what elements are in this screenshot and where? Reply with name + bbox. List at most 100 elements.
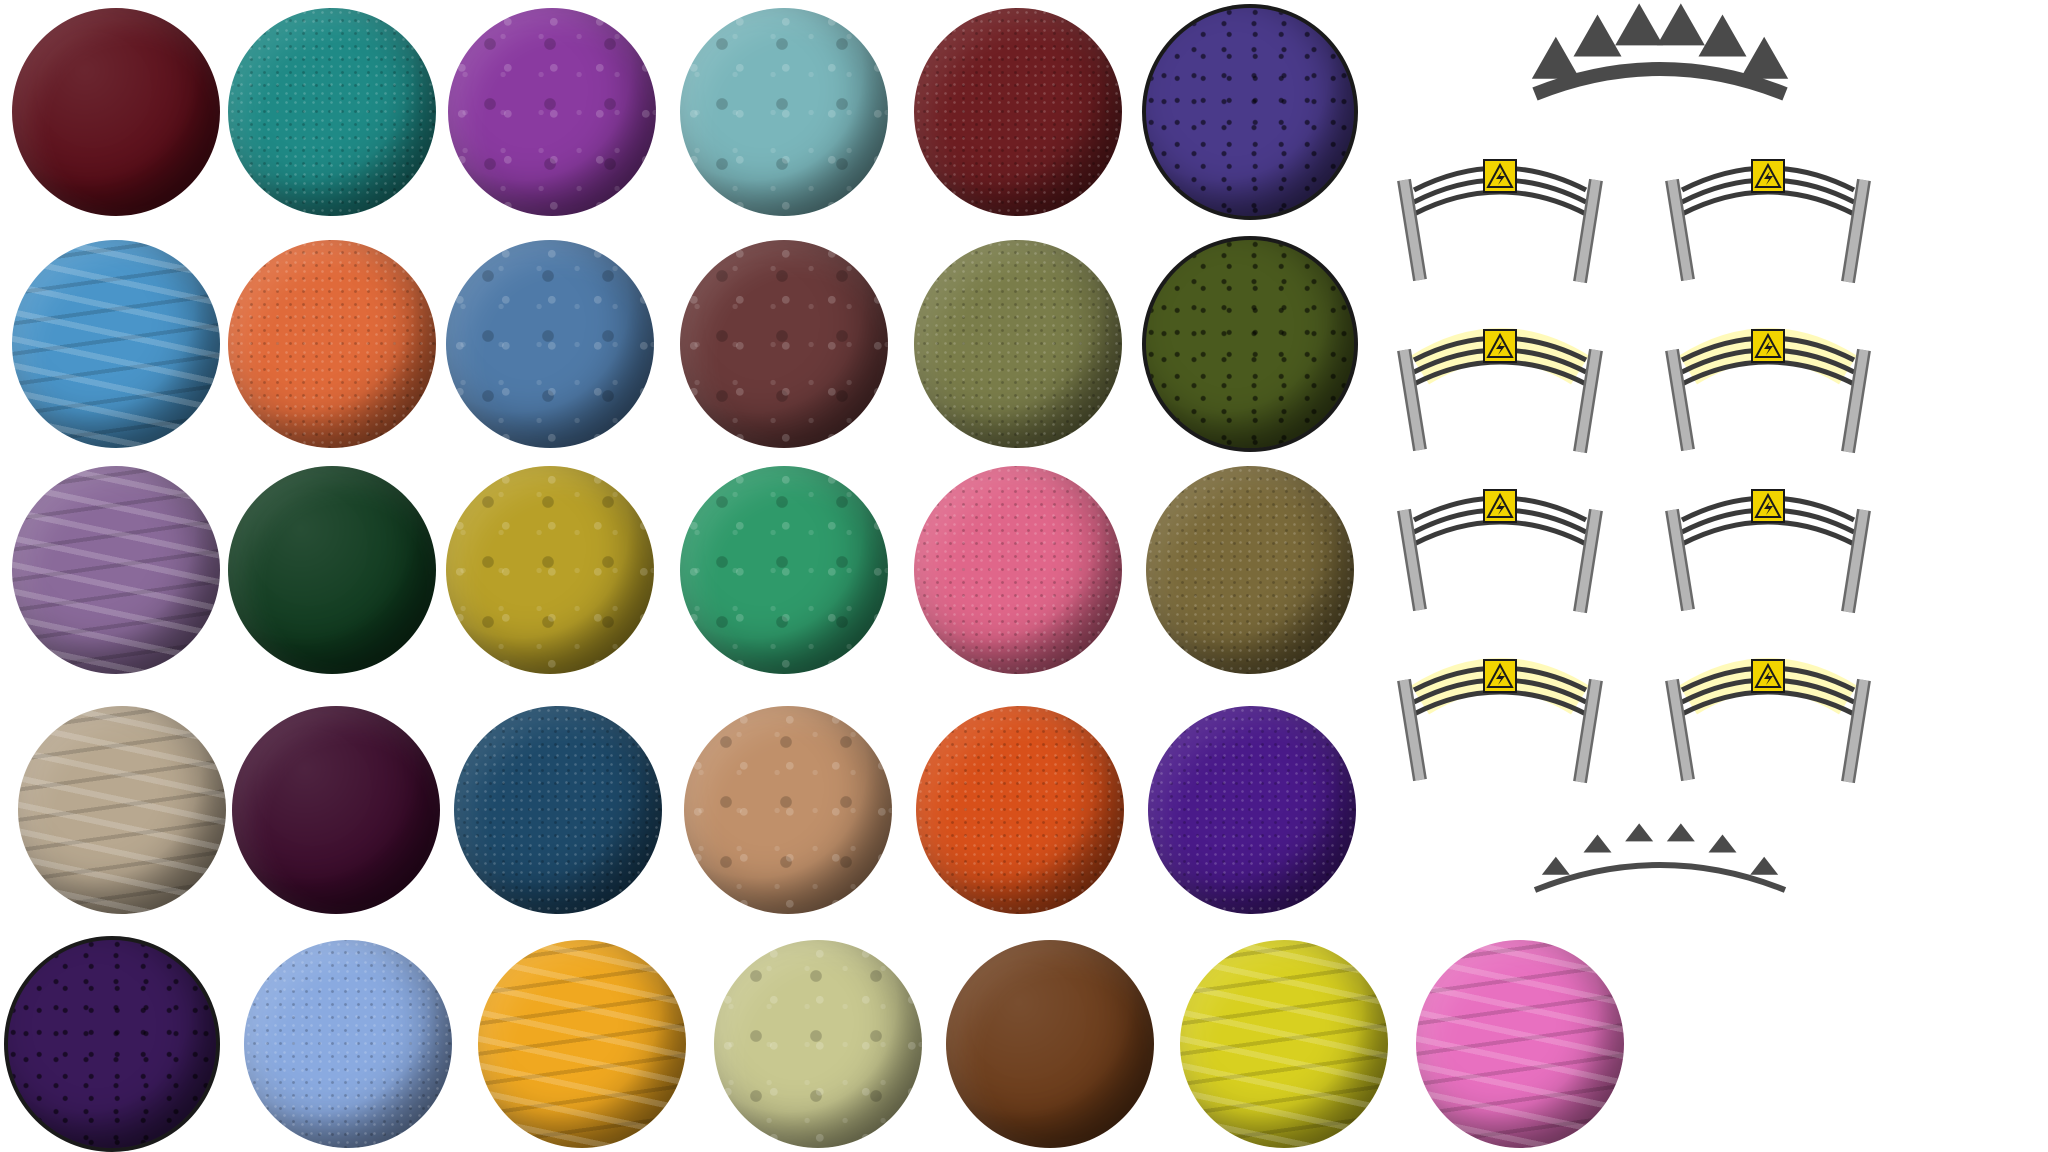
warning-triangle-icon [1486,492,1514,518]
fence-post [1399,349,1425,451]
fence-post [1575,509,1601,613]
planet-texture [680,8,888,216]
fence-post [1843,679,1869,783]
planet-texture [914,8,1122,216]
planet-texture [12,8,220,216]
warning-triangle-icon [1754,332,1782,358]
lightning-bolt-icon [1764,671,1773,685]
planet-texture [8,940,216,1148]
electric-fence-on [1665,328,1871,454]
planet-texture [232,706,440,914]
fence-wire [1412,519,1588,547]
planet-texture [12,240,220,448]
planet-texture [1146,240,1354,448]
planet-purple-stone [8,940,216,1148]
planet-texture [1180,940,1388,1148]
fence-post [1843,179,1869,283]
spike [1583,834,1612,853]
planet-texture [446,240,654,448]
electric-fence-on [1397,328,1603,454]
planet-dark-red [914,8,1122,216]
planet-texture [448,8,656,216]
spike [1615,3,1664,46]
warning-triangle-icon [1486,162,1514,188]
spiked-arc-large [1531,3,1789,101]
spike [1531,36,1580,79]
spike [1541,856,1570,875]
lightning-bolt-icon [1496,671,1505,685]
planet-light-teal [680,8,888,216]
planet-teal [228,8,436,216]
fence-post [1667,679,1693,781]
warning-triangle-icon [1486,332,1514,358]
planet-texture [1148,706,1356,914]
planet-texture [714,940,922,1148]
planet-texture [914,240,1122,448]
planet-mustard [446,466,654,674]
arc-band [1532,62,1788,101]
electric-fence-off [1397,159,1603,284]
planet-texture [228,240,436,448]
lightning-bolt-icon [1764,171,1773,185]
planet-tan [684,706,892,914]
spike [1625,823,1654,842]
planet-texture [454,706,662,914]
planet-texture [1146,8,1354,216]
planet-texture [1416,940,1624,1148]
planet-texture [446,466,654,674]
planet-navy [454,706,662,914]
fence-post [1575,679,1601,783]
fence-post [1667,179,1693,281]
lightning-bolt-icon [1496,501,1505,515]
planet-texture [478,940,686,1148]
planet-pastel-spots [714,940,922,1148]
fence-post [1399,679,1425,781]
warning-triangle-icon [1486,662,1514,688]
electric-fence-off [1665,489,1871,614]
lightning-bolt-icon [1496,341,1505,355]
planet-multicolor-stone [1146,8,1354,216]
planet-pink [914,466,1122,674]
planet-brown [946,940,1154,1148]
planet-texture [12,466,220,674]
electric-fence-on [1665,658,1871,784]
planet-maroon [12,8,220,216]
spike [1750,856,1779,875]
planet-texture [228,466,436,674]
planet-texture [680,240,888,448]
warning-triangle-icon [1754,662,1782,688]
planet-green [680,466,888,674]
planet-texture [228,8,436,216]
lightning-bolt-icon [1496,171,1505,185]
planet-periwinkle [244,940,452,1148]
planet-dark-green [228,466,436,674]
lightning-bolt-icon [1764,501,1773,515]
fence-wire [1680,519,1856,547]
planet-beige-wave [18,706,226,914]
spike [1740,36,1789,79]
planet-texture [244,940,452,1148]
fence-post [1399,509,1425,611]
planet-texture [946,940,1154,1148]
planet-amber [478,940,686,1148]
fence-wire [1680,189,1856,217]
planet-texture [680,466,888,674]
planet-texture [1146,466,1354,674]
planet-green-stone [1146,240,1354,448]
planet-plum-black [232,706,440,914]
electric-fence-on [1397,658,1603,784]
planet-hot-pink [1416,940,1624,1148]
arc-band [1533,862,1787,893]
planet-purple [448,8,656,216]
planet-mauve-wave [12,466,220,674]
electric-fence-off [1665,159,1871,284]
warning-triangle-icon [1754,162,1782,188]
spike [1708,834,1737,853]
spike [1573,14,1622,57]
planet-yellow [1180,940,1388,1148]
fence-wire [1412,189,1588,217]
lightning-bolt-icon [1764,341,1773,355]
planet-camo [1146,466,1354,674]
